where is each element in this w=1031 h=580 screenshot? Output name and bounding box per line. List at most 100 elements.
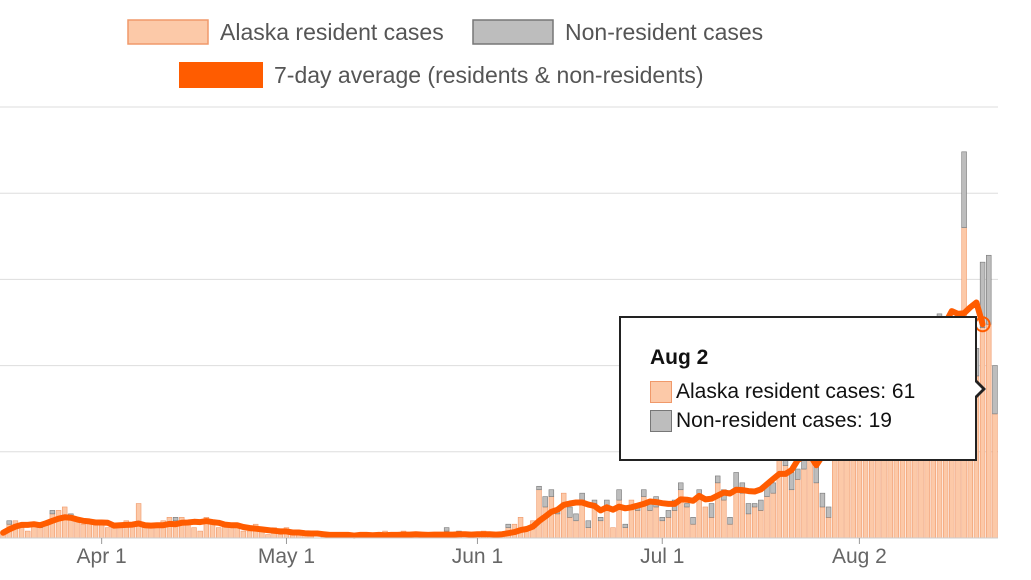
resident-bar[interactable] xyxy=(795,479,801,539)
resident-bar[interactable] xyxy=(764,496,770,539)
nonresident-bar[interactable] xyxy=(758,499,764,511)
resident-bar[interactable] xyxy=(597,520,604,539)
resident-bar[interactable] xyxy=(813,482,819,539)
resident-bar[interactable] xyxy=(548,496,555,539)
resident-bar[interactable] xyxy=(74,520,80,539)
resident-bar[interactable] xyxy=(647,510,653,539)
resident-bar[interactable] xyxy=(246,530,253,539)
nonresident-bar[interactable] xyxy=(579,492,585,501)
nonresident-bar[interactable] xyxy=(678,482,684,491)
resident-bar[interactable] xyxy=(277,534,284,539)
nonresident-bar[interactable] xyxy=(567,506,573,518)
resident-bar[interactable] xyxy=(671,510,678,539)
resident-bar[interactable] xyxy=(265,534,271,539)
resident-bar[interactable] xyxy=(105,527,111,539)
resident-bar[interactable] xyxy=(751,506,758,539)
resident-bar[interactable] xyxy=(739,492,746,539)
resident-bar[interactable] xyxy=(986,323,992,539)
nonresident-bar[interactable] xyxy=(548,489,555,497)
resident-bar[interactable] xyxy=(696,496,702,539)
resident-bar[interactable] xyxy=(745,513,752,539)
resident-bar[interactable] xyxy=(536,489,542,539)
nonresident-bar[interactable] xyxy=(979,261,986,328)
nonresident-bar[interactable] xyxy=(992,365,998,415)
nonresident-bar[interactable] xyxy=(825,506,832,518)
resident-bar[interactable] xyxy=(111,527,117,539)
nonresident-bar[interactable] xyxy=(961,151,967,228)
nonresident-bar[interactable] xyxy=(690,517,696,525)
resident-bar[interactable] xyxy=(604,506,610,539)
resident-bar[interactable] xyxy=(228,527,234,539)
resident-bar[interactable] xyxy=(801,468,807,539)
nonresident-bar[interactable] xyxy=(641,489,647,497)
resident-bar[interactable] xyxy=(776,454,783,539)
resident-bar[interactable] xyxy=(166,517,173,539)
nonresident-bar[interactable] xyxy=(727,517,733,525)
nonresident-bar[interactable] xyxy=(795,468,801,480)
nonresident-bar[interactable] xyxy=(819,492,826,508)
resident-bar[interactable] xyxy=(585,527,592,539)
resident-bar[interactable] xyxy=(788,489,795,539)
resident-bar[interactable] xyxy=(979,327,986,539)
nonresident-bar[interactable] xyxy=(986,254,992,325)
resident-bar[interactable] xyxy=(727,523,733,539)
nonresident-bar[interactable] xyxy=(665,510,672,518)
resident-bar[interactable] xyxy=(92,523,99,539)
nonresident-bar[interactable] xyxy=(770,482,776,494)
resident-bar[interactable] xyxy=(690,523,696,539)
resident-bar[interactable] xyxy=(758,510,764,539)
resident-bar[interactable] xyxy=(770,492,776,539)
resident-bar[interactable] xyxy=(560,492,567,539)
resident-bar[interactable] xyxy=(142,527,148,539)
nonresident-bar[interactable] xyxy=(751,503,758,508)
resident-bar[interactable] xyxy=(573,520,579,539)
nonresident-bar[interactable] xyxy=(597,517,604,522)
resident-bar[interactable] xyxy=(148,527,154,539)
resident-bar[interactable] xyxy=(567,517,573,539)
resident-bar[interactable] xyxy=(825,517,832,539)
resident-bar[interactable] xyxy=(702,506,709,539)
nonresident-bar[interactable] xyxy=(536,485,542,491)
resident-bar[interactable] xyxy=(55,510,62,539)
resident-bar[interactable] xyxy=(234,527,240,539)
nonresident-bar[interactable] xyxy=(573,513,579,522)
resident-bar[interactable] xyxy=(240,530,247,539)
resident-bar[interactable] xyxy=(733,489,739,539)
resident-bar[interactable] xyxy=(61,506,68,539)
nonresident-bar[interactable] xyxy=(172,517,179,522)
resident-bar[interactable] xyxy=(653,506,659,539)
resident-bar[interactable] xyxy=(659,520,665,539)
resident-bar[interactable] xyxy=(665,517,672,539)
resident-bar[interactable] xyxy=(215,527,222,539)
nonresident-bar[interactable] xyxy=(622,523,628,528)
resident-bar[interactable] xyxy=(634,510,641,539)
nonresident-bar[interactable] xyxy=(616,489,622,501)
resident-bar[interactable] xyxy=(819,506,826,539)
nonresident-bar[interactable] xyxy=(49,510,56,515)
resident-bar[interactable] xyxy=(37,527,43,539)
resident-bar[interactable] xyxy=(80,523,86,539)
nonresident-bar[interactable] xyxy=(788,472,795,491)
nonresident-bar[interactable] xyxy=(659,517,665,522)
resident-bar[interactable] xyxy=(610,527,616,539)
nonresident-bar[interactable] xyxy=(745,503,752,515)
resident-bar[interactable] xyxy=(191,527,197,539)
nonresident-bar[interactable] xyxy=(6,520,12,525)
nonresident-bar[interactable] xyxy=(708,503,715,518)
nonresident-bar[interactable] xyxy=(542,496,548,508)
nonresident-bar[interactable] xyxy=(684,503,690,508)
resident-bar[interactable] xyxy=(684,506,690,539)
nonresident-bar[interactable] xyxy=(443,527,450,532)
nonresident-bar[interactable] xyxy=(505,523,511,528)
resident-bar[interactable] xyxy=(992,413,998,539)
resident-bar[interactable] xyxy=(721,499,727,539)
resident-bar[interactable] xyxy=(714,482,721,539)
nonresident-bar[interactable] xyxy=(714,475,721,484)
resident-bar[interactable] xyxy=(554,513,561,539)
resident-bar[interactable] xyxy=(708,517,715,539)
resident-bar[interactable] xyxy=(197,530,203,539)
resident-bar[interactable] xyxy=(622,527,628,539)
nonresident-bar[interactable] xyxy=(585,520,592,528)
resident-bar[interactable] xyxy=(117,527,123,539)
resident-bar[interactable] xyxy=(25,530,31,539)
